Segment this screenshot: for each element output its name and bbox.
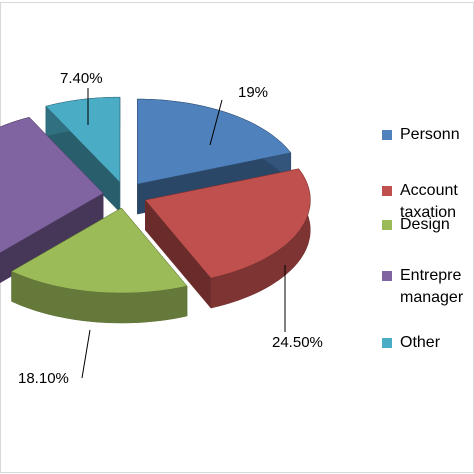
slice — [45, 96, 121, 213]
legend-entry: Personn — [380, 124, 460, 146]
legend-label: Other — [400, 334, 441, 351]
legend-label: Account taxation — [400, 182, 458, 221]
legend-entry: Entrepre manager — [380, 265, 463, 309]
leader-line — [209, 99, 223, 146]
legend-swatch — [382, 130, 392, 140]
slice-top — [0, 117, 104, 254]
slice-top — [11, 207, 188, 294]
legend-entry: Account taxation — [380, 180, 458, 224]
data-label: 24.50% — [272, 334, 323, 351]
data-label: 19% — [238, 84, 268, 101]
legend-swatch — [382, 338, 392, 348]
slice-top — [144, 168, 311, 279]
slice — [0, 116, 104, 284]
slice-top — [45, 96, 121, 183]
slice-top — [137, 98, 292, 185]
data-label: 18.10% — [18, 370, 69, 387]
leader-line — [81, 329, 91, 379]
legend-swatch — [382, 220, 392, 230]
legend-swatch — [382, 271, 392, 281]
legend-entry: Design — [380, 214, 450, 236]
legend-label: Personn — [400, 126, 460, 143]
slice — [11, 207, 188, 324]
legend-swatch — [382, 186, 392, 196]
legend-label: Design — [400, 216, 450, 233]
legend-entry: Other — [380, 332, 440, 354]
legend-label: Entrepre manager — [400, 267, 464, 306]
data-label: 7.40% — [60, 70, 103, 87]
